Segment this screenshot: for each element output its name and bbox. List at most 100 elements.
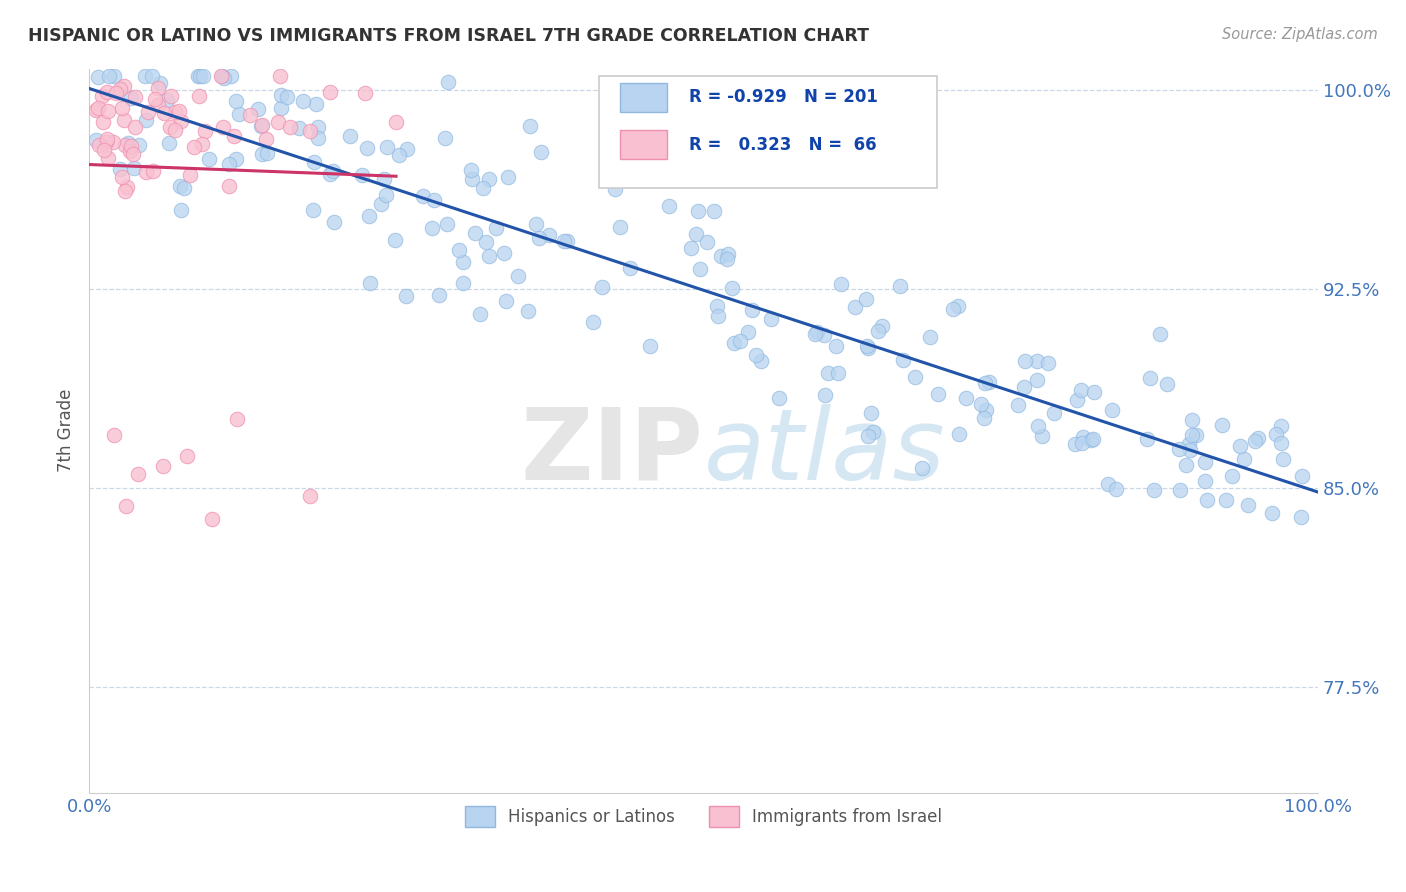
Point — [638, 339, 661, 353]
Point — [1237, 498, 1260, 512]
Point — [412, 189, 434, 203]
Point — [387, 147, 409, 161]
Point — [1272, 452, 1295, 467]
Point — [530, 145, 553, 159]
Point — [1181, 413, 1204, 427]
Point — [97, 104, 120, 119]
Point — [555, 234, 578, 248]
Point — [111, 101, 134, 115]
Point — [538, 228, 561, 243]
Point — [370, 196, 392, 211]
Point — [249, 119, 271, 133]
Point — [163, 105, 186, 120]
Point — [1101, 403, 1123, 417]
Point — [970, 397, 993, 411]
Point — [143, 92, 166, 106]
Point — [134, 70, 156, 84]
Point — [112, 113, 135, 128]
Point — [553, 234, 575, 248]
Point — [136, 104, 159, 119]
Point — [1083, 432, 1105, 446]
Point — [710, 249, 733, 263]
Point — [352, 168, 374, 182]
FancyBboxPatch shape — [599, 76, 938, 188]
Point — [198, 152, 221, 166]
Point — [813, 328, 835, 343]
Point — [1264, 427, 1286, 442]
Point — [761, 312, 783, 326]
Point — [723, 336, 745, 351]
Point — [679, 241, 702, 255]
Point — [1007, 398, 1029, 412]
Text: atlas: atlas — [703, 404, 945, 500]
Point — [135, 113, 157, 128]
Point — [870, 318, 893, 333]
Point — [228, 107, 250, 121]
Point — [461, 172, 484, 186]
Point — [741, 302, 763, 317]
Point — [91, 114, 114, 128]
Point — [706, 299, 728, 313]
Point — [267, 115, 290, 129]
Point — [478, 249, 501, 263]
Point — [170, 203, 193, 218]
Point — [214, 71, 236, 86]
Point — [149, 76, 172, 90]
Point — [434, 131, 457, 145]
Point — [911, 461, 934, 475]
Point — [173, 181, 195, 195]
Point — [114, 138, 136, 153]
Point — [591, 279, 613, 293]
Point — [269, 70, 291, 84]
Point — [696, 235, 718, 250]
Point — [225, 94, 247, 108]
Point — [1139, 371, 1161, 385]
Point — [827, 366, 849, 380]
Text: ZIP: ZIP — [520, 404, 703, 500]
Point — [396, 142, 419, 156]
Point — [218, 156, 240, 170]
Point — [354, 87, 377, 101]
Point — [114, 184, 136, 198]
Point — [292, 94, 315, 108]
Point — [163, 123, 186, 137]
Point — [94, 135, 117, 149]
Point — [974, 403, 997, 417]
Point — [1168, 483, 1191, 497]
Point — [603, 160, 626, 174]
Point — [96, 132, 118, 146]
Point — [278, 120, 301, 135]
Point — [1012, 379, 1035, 393]
Point — [1080, 433, 1102, 447]
Point — [485, 220, 508, 235]
Point — [856, 341, 879, 355]
Point — [855, 292, 877, 306]
Point — [124, 120, 146, 135]
Point — [1291, 468, 1313, 483]
Point — [103, 70, 125, 84]
Point — [1014, 354, 1036, 368]
FancyBboxPatch shape — [620, 83, 666, 112]
Point — [384, 233, 406, 247]
Point — [824, 339, 846, 353]
Point — [304, 155, 326, 169]
Point — [453, 255, 475, 269]
Point — [252, 146, 274, 161]
Point — [142, 163, 165, 178]
Point — [427, 288, 450, 302]
Point — [1220, 469, 1243, 483]
Point — [121, 147, 143, 161]
Point — [124, 161, 146, 176]
Point — [115, 180, 138, 194]
Point — [307, 120, 329, 134]
Point — [904, 370, 927, 384]
Point — [475, 235, 498, 250]
Point — [658, 199, 681, 213]
Point — [437, 75, 460, 89]
Point — [1244, 434, 1267, 448]
Point — [108, 82, 131, 96]
Point — [187, 89, 209, 103]
Point — [685, 227, 707, 241]
Point — [464, 226, 486, 240]
Point — [105, 87, 128, 101]
